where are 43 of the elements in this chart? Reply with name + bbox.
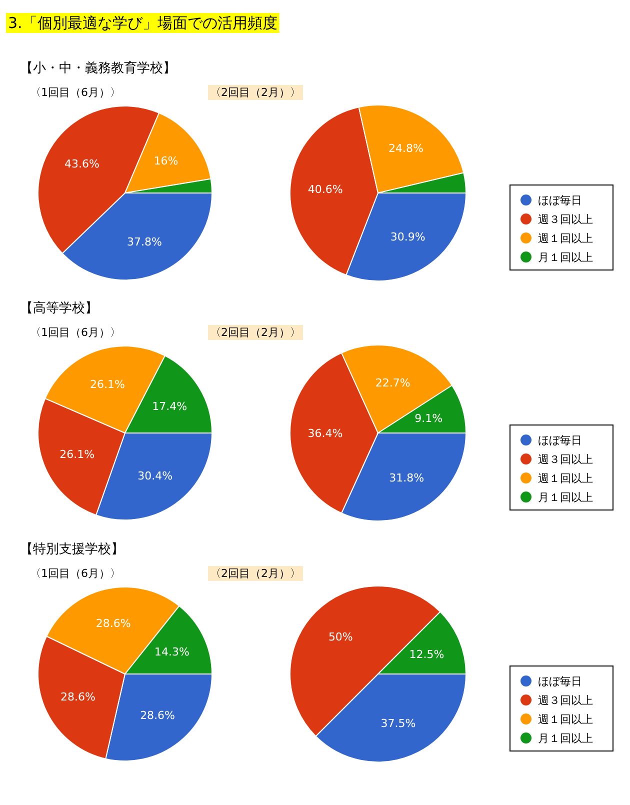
legend-label: ほぼ毎日 xyxy=(538,194,582,207)
data-label: 37.8% xyxy=(127,235,162,248)
legend-label: 週３回以上 xyxy=(538,453,593,466)
data-label: 22.7% xyxy=(375,376,410,390)
legend-label: 月１回以上 xyxy=(538,732,593,745)
slice-label: 〈2回目（2月）〉 xyxy=(210,567,301,580)
data-label: 26.1% xyxy=(60,448,95,461)
slice-label: 〈2回目（2月）〉 xyxy=(210,326,301,339)
data-label: 50% xyxy=(328,630,353,644)
data-label: 16% xyxy=(154,154,178,168)
text: 3.「個別最適な学び」場面での活用頻度 xyxy=(8,14,278,32)
legend-label: 週３回以上 xyxy=(538,694,593,707)
data-label: 36.4% xyxy=(308,427,343,440)
legend-label: ほぼ毎日 xyxy=(538,675,582,688)
slice-label: 〈1回目（6月）〉 xyxy=(30,567,121,580)
data-label: 43.6% xyxy=(64,157,100,170)
data-label: 28.6% xyxy=(96,617,131,630)
data-label: 26.1% xyxy=(90,378,125,391)
data-label: 30.9% xyxy=(390,230,426,244)
data-label: 28.6% xyxy=(60,690,96,704)
legend-label: ほぼ毎日 xyxy=(538,434,582,447)
legend-label: 週１回以上 xyxy=(538,472,593,485)
data-label: 14.3% xyxy=(154,645,190,658)
data-label: 37.5% xyxy=(380,716,416,730)
legend-label: 週３回以上 xyxy=(538,213,593,226)
legend-label: 月１回以上 xyxy=(538,251,593,264)
data-label: 40.6% xyxy=(308,183,343,196)
slice-label: 〈2回目（2月）〉 xyxy=(210,86,301,99)
chart-title: 【高等学校】 xyxy=(20,300,98,316)
slice-label: 〈1回目（6月）〉 xyxy=(30,86,121,99)
data-label: 9.1% xyxy=(414,412,443,426)
data-label: 24.8% xyxy=(388,142,424,156)
data-label: 17.4% xyxy=(152,400,188,413)
data-label: 28.6% xyxy=(140,708,176,722)
legend-label: 週１回以上 xyxy=(538,713,593,726)
data-label: 31.8% xyxy=(389,471,424,484)
legend-label: 月１回以上 xyxy=(538,491,593,504)
slice-label: 〈1回目（6月）〉 xyxy=(30,326,121,339)
chart-title: 【特別支援学校】 xyxy=(20,542,124,557)
data-label: 12.5% xyxy=(409,648,444,661)
chart-title: 【小・中・義務教育学校】 xyxy=(20,60,176,76)
legend-label: 週１回以上 xyxy=(538,232,593,245)
data-label: 30.4% xyxy=(138,470,173,483)
